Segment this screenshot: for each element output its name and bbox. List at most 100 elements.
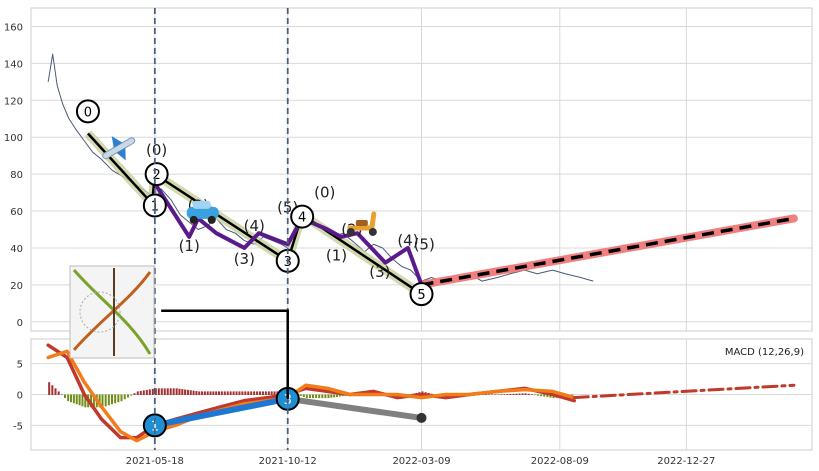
histogram-bar [497, 394, 500, 395]
histogram-bar [123, 394, 126, 400]
histogram-bar [203, 391, 206, 395]
scooter-wheel [368, 227, 377, 236]
scooter-wheel [346, 227, 355, 236]
histogram-bar [184, 389, 187, 395]
histogram-bar [157, 388, 160, 395]
wave-label-circle [75, 99, 100, 124]
histogram-bar [90, 394, 93, 408]
histogram-bar [315, 394, 318, 399]
airplane-wing [116, 147, 126, 161]
wave-label-circle [142, 413, 167, 438]
car-body [186, 206, 219, 219]
wave-label: (0) [146, 141, 167, 159]
histogram-bar [515, 393, 518, 395]
histogram-bar [72, 394, 75, 404]
histogram-bar [142, 390, 145, 395]
wave-label: (3) [369, 263, 390, 281]
histogram-bar [244, 391, 247, 395]
histogram-bar [308, 394, 311, 399]
histogram-bar [330, 394, 333, 398]
histogram-bar [503, 394, 506, 395]
car-wheel [207, 215, 216, 224]
histogram-bar [509, 393, 512, 395]
wave-label: (3) [234, 250, 255, 268]
car-window [192, 200, 211, 209]
wave-label-circle [409, 282, 434, 307]
histogram-bar [120, 394, 123, 402]
wave-label: 0 [84, 105, 92, 120]
price-y-tick-label: 20 [10, 281, 23, 292]
x-tick-label: 2021-10-12 [259, 456, 317, 467]
histogram-bar [145, 389, 148, 395]
histogram-bar [299, 394, 302, 397]
histogram-bar [201, 391, 204, 395]
x-tick-label: 2022-08-09 [531, 456, 589, 467]
scooter-seat [355, 219, 368, 226]
wave-label: (1) [326, 246, 347, 264]
wave-label: (0) [314, 184, 335, 202]
histogram-bar [229, 391, 232, 395]
histogram-bar [335, 394, 338, 397]
histogram-bar [253, 391, 256, 395]
histogram-bar [209, 391, 212, 395]
series-wave-minor [153, 182, 424, 286]
wave-label: (5) [414, 235, 435, 253]
histogram-bar [70, 394, 73, 403]
histogram-bar [114, 394, 117, 404]
histogram-bar [92, 394, 95, 408]
x-ticks: 2021-05-18 2021-10-12 2022-03-09 2022-08-09… [126, 456, 716, 467]
decorative-icons [102, 136, 377, 236]
histogram-bar [57, 391, 60, 395]
price-y-tick-label: 0 [17, 318, 23, 329]
histogram-bar [247, 391, 250, 395]
histogram-bar [189, 390, 192, 395]
histogram-bar [256, 391, 259, 395]
histogram-bar [484, 394, 487, 395]
histogram-bar [327, 394, 330, 399]
histogram-bar [148, 389, 151, 395]
histogram-bar [169, 388, 172, 395]
histogram-bar [494, 394, 497, 395]
scooter-icon [346, 211, 377, 236]
wave-label: (4) [244, 217, 265, 235]
histogram-bar [130, 394, 133, 396]
histogram-bar [84, 394, 87, 408]
histogram-bar [530, 394, 533, 395]
inset-ring [79, 291, 121, 333]
macd-legend: MACD (12,26,9) [725, 347, 804, 358]
histogram-bar [206, 391, 209, 395]
histogram-bar [75, 394, 78, 405]
histogram-bar [107, 394, 110, 406]
macd-y-tick-label: -5 [13, 421, 23, 432]
histogram-bar [48, 382, 51, 395]
histogram-bar [488, 394, 491, 395]
histogram-bar [215, 391, 218, 395]
airplane-wing [111, 136, 123, 148]
series-connector-gray [284, 395, 425, 421]
series-connector-blue [151, 395, 291, 429]
histogram-bar [67, 394, 70, 402]
histogram-bar [220, 391, 223, 395]
price-y-tick-label: 100 [4, 133, 23, 144]
histogram-bar [192, 390, 195, 395]
price-y-tick-label: 40 [10, 244, 23, 255]
histogram-bar [241, 391, 244, 395]
macd-y-tick-label: 5 [17, 360, 23, 371]
histogram-bar [273, 391, 276, 395]
histogram-bar [163, 388, 166, 395]
wave-label: 1 [151, 419, 159, 434]
x-tick-label: 2022-03-09 [392, 456, 450, 467]
histogram-bar [333, 394, 336, 398]
wave-label: (1) [179, 237, 200, 255]
histogram-bar [540, 394, 543, 397]
histogram-bar [549, 394, 552, 398]
histogram-bar [154, 388, 157, 395]
histogram-bar [139, 390, 142, 395]
histogram-bar [259, 391, 262, 395]
histogram-bar [223, 391, 226, 395]
bracket-connector [161, 309, 289, 399]
wave-label: 2 [153, 168, 161, 183]
histogram-bar [117, 394, 120, 403]
histogram-bar [166, 388, 169, 395]
